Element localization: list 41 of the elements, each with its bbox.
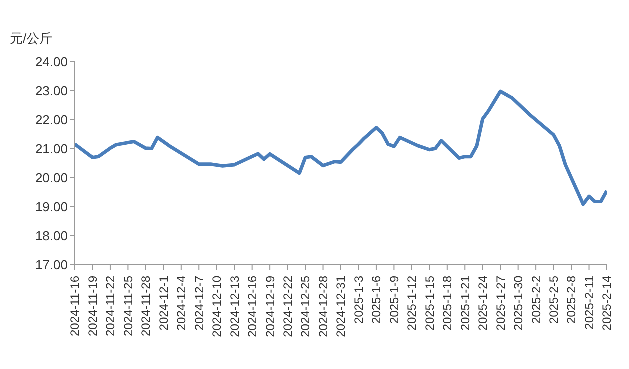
y-axis-title: 元/公斤 [10,30,53,48]
x-tick-label: 2025-2-11 [582,276,596,330]
x-tick-label: 2024-12-28 [316,276,330,338]
x-tick-label: 2024-12-25 [298,276,313,338]
y-tick-label: 22.00 [35,112,68,128]
x-tick-label: 2024-11-28 [139,276,154,336]
y-tick-label: 19.00 [35,200,68,215]
x-tick-label: 2025-1-27 [494,276,508,331]
x-tick-label: 2025-1-21 [458,276,472,331]
x-tick-label: 2025-1-6 [370,276,384,324]
x-tick-label: 2025-1-3 [352,276,366,324]
x-tick-label: 2024-11-25 [121,276,136,336]
x-tick-label: 2025-1-9 [387,276,402,324]
x-tick-label: 2025-2-2 [529,276,544,324]
x-tick-label: 2024-12-10 [210,276,224,338]
x-tick-label: 2024-11-16 [68,276,82,336]
x-tick-label: 2025-1-24 [476,276,490,331]
x-tick-label: 2024-11-19 [86,276,100,336]
x-tick-label: 2025-1-18 [440,276,455,331]
x-tick-label: 2025-2-8 [564,276,579,324]
x-tick-label: 2024-12-1 [156,276,171,331]
x-tick-label: 2024-12-31 [334,276,348,338]
y-tick-label: 17.00 [35,258,68,273]
x-tick-label: 2024-11-22 [104,276,118,336]
y-tick-label: 21.00 [35,142,68,157]
x-tick-label: 2024-12-4 [174,276,189,331]
y-tick-label: 23.00 [35,84,68,99]
x-tick-label: 2024-12-7 [192,276,206,331]
x-tick-label: 2025-1-15 [422,276,437,331]
y-tick-label: 24.00 [35,54,68,70]
x-tick-label: 2024-12-16 [246,276,260,338]
y-tick-label: 18.00 [35,228,68,244]
x-tick-label: 2025-1-12 [405,276,420,331]
x-tick-label: 2024-12-13 [228,276,242,338]
x-tick-label: 2025-2-14 [600,276,614,331]
x-tick-label: 2025-2-5 [547,276,561,324]
x-tick-label: 2024-12-22 [281,276,295,338]
x-tick-label: 2025-1-30 [512,276,526,331]
y-tick-label: 20.00 [35,170,68,186]
x-tick-label: 2024-12-19 [263,276,278,338]
line-series [75,90,607,206]
